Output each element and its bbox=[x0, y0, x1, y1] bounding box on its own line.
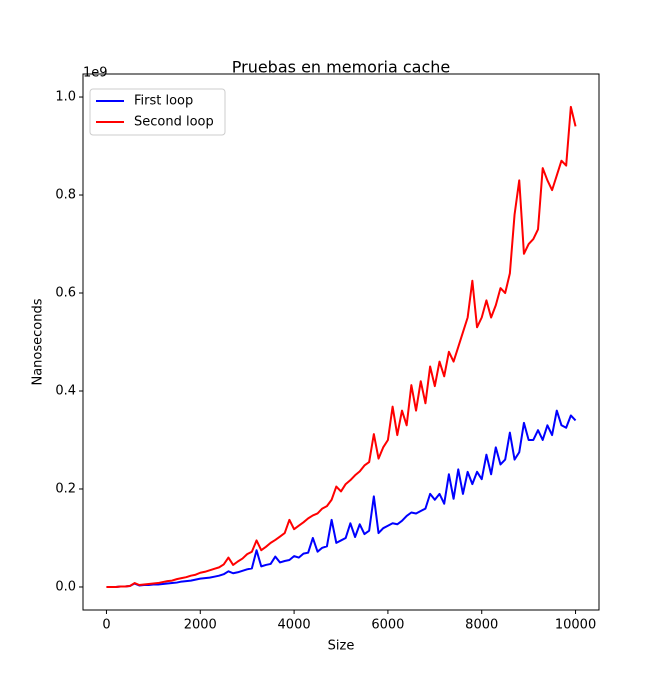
y-tick-label: 0.4 bbox=[55, 383, 76, 398]
y-tick-label: 1.0 bbox=[55, 90, 76, 105]
legend-label: Second loop bbox=[134, 115, 214, 130]
x-tick-label: 10000 bbox=[555, 618, 596, 633]
y-tick-label: 0.6 bbox=[55, 286, 76, 301]
x-tick-label: 8000 bbox=[465, 618, 498, 633]
legend-label: First loop bbox=[134, 94, 193, 109]
plot-frame bbox=[82, 73, 600, 611]
x-tick-label: 4000 bbox=[278, 618, 311, 633]
x-tick-label: 0 bbox=[102, 618, 110, 633]
y-offset-label: 1e9 bbox=[83, 66, 108, 81]
x-axis-label: Size bbox=[328, 639, 355, 654]
line-series bbox=[106, 105, 577, 588]
x-tick-label: 2000 bbox=[184, 618, 217, 633]
line-series bbox=[106, 409, 577, 588]
y-tick-label: 0.8 bbox=[55, 188, 76, 203]
y-tick-label: 0.2 bbox=[55, 481, 76, 496]
y-axis-label: Nanoseconds bbox=[31, 298, 46, 385]
x-tick-label: 6000 bbox=[371, 618, 404, 633]
chart-title: Pruebas en memoria cache bbox=[232, 58, 450, 77]
y-tick-label: 0.0 bbox=[55, 579, 76, 594]
